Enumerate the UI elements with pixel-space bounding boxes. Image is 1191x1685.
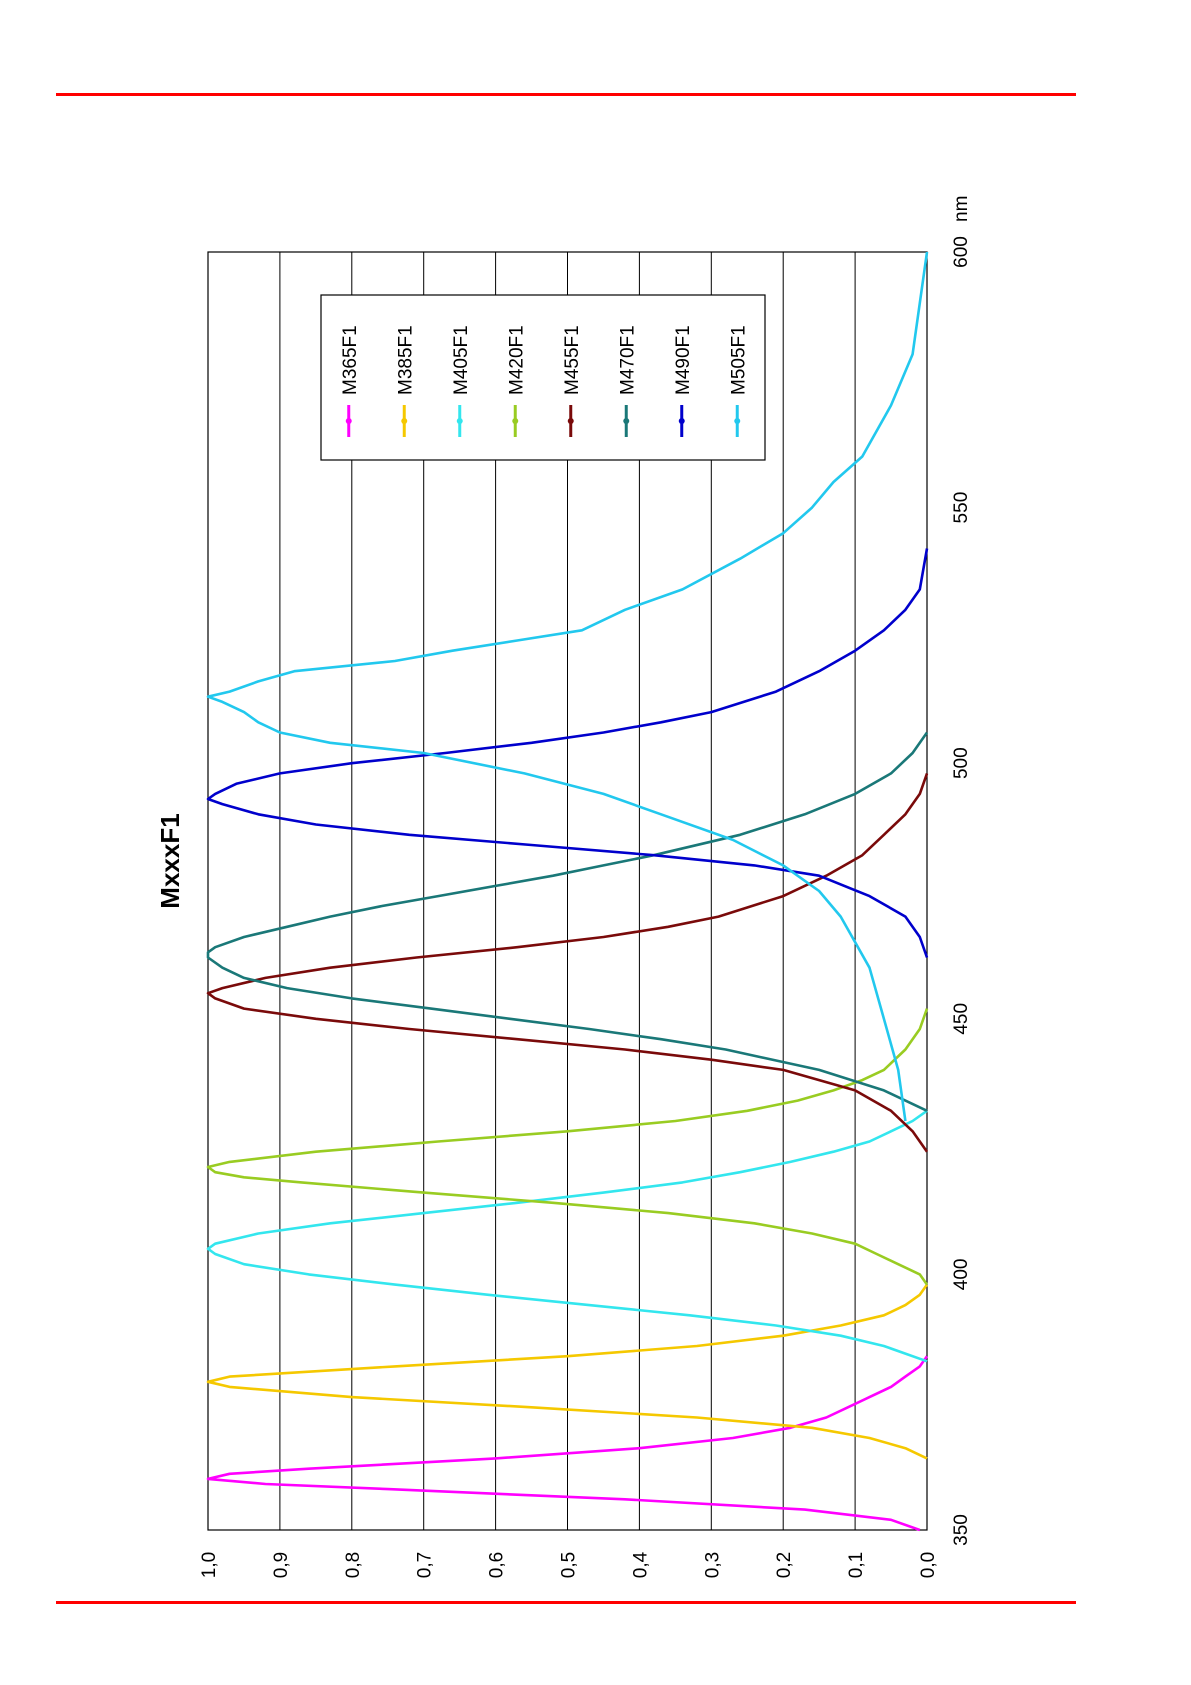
series-m405f1 (206, 1109, 928, 1363)
series-m505f1 (206, 251, 929, 1122)
x-tick-label: 400 (951, 1259, 972, 1291)
x-tick-label: 550 (951, 492, 972, 524)
legend-marker (345, 418, 352, 424)
axis-ticks: 0,0 0,1 0,2 0,3 0,4 0,5 0,6 0,7 0,8 0,9 1,0 350 400 4… (199, 196, 972, 1579)
legend-label: M470F1 (617, 325, 638, 395)
series-m455f1 (206, 772, 929, 1153)
series-m490f1 (206, 548, 929, 958)
x-tick-label: 500 (951, 747, 972, 779)
y-tick-label: 0,1 (846, 1552, 867, 1578)
legend-marker (456, 418, 463, 424)
y-tick-label: 0,6 (487, 1552, 508, 1578)
series-m385f1 (206, 1283, 929, 1460)
y-tick-label: 0,8 (343, 1552, 364, 1578)
legend-box (320, 294, 766, 461)
legend-marker (623, 418, 630, 424)
series-lines (206, 251, 929, 1532)
footer-rule (56, 1601, 1076, 1604)
legend-marker (401, 418, 408, 424)
legend-marker (678, 418, 685, 424)
y-tick-label: 1,0 (199, 1552, 220, 1578)
series-m420f1 (206, 1008, 929, 1286)
legend-label: M385F1 (395, 325, 416, 395)
x-unit-label: nm (951, 196, 972, 222)
legend-label: M455F1 (562, 325, 583, 395)
legend-label: M405F1 (451, 325, 472, 395)
legend-marker (512, 418, 519, 424)
series-m365f1 (206, 1355, 929, 1532)
x-tick-label: 600 (951, 236, 972, 268)
grid-lines (207, 251, 928, 1531)
x-tick-label: 350 (951, 1514, 972, 1546)
legend-marker (567, 418, 574, 424)
legend-label: M490F1 (673, 325, 694, 395)
legend-label: M420F1 (506, 325, 527, 395)
legend-label: M365F1 (340, 325, 361, 395)
series-m470f1 (206, 731, 929, 1112)
y-tick-label: 0,4 (630, 1551, 651, 1578)
y-tick-label: 0,0 (918, 1552, 939, 1578)
legend-label: M505F1 (728, 325, 749, 395)
y-tick-label: 0,3 (702, 1552, 723, 1578)
header-rule (56, 93, 1076, 96)
legend: M365F1 M385F1 M405F1 M420F1 M455F1 M470F1 M490… (320, 294, 766, 461)
legend-marker (734, 418, 741, 424)
y-tick-label: 0,9 (271, 1552, 292, 1578)
y-tick-label: 0,7 (415, 1552, 436, 1578)
x-tick-label: 450 (951, 1003, 972, 1035)
y-tick-label: 0,2 (774, 1552, 795, 1578)
y-tick-label: 0,5 (559, 1552, 580, 1578)
chart-title: MxxxF1 (155, 813, 185, 908)
